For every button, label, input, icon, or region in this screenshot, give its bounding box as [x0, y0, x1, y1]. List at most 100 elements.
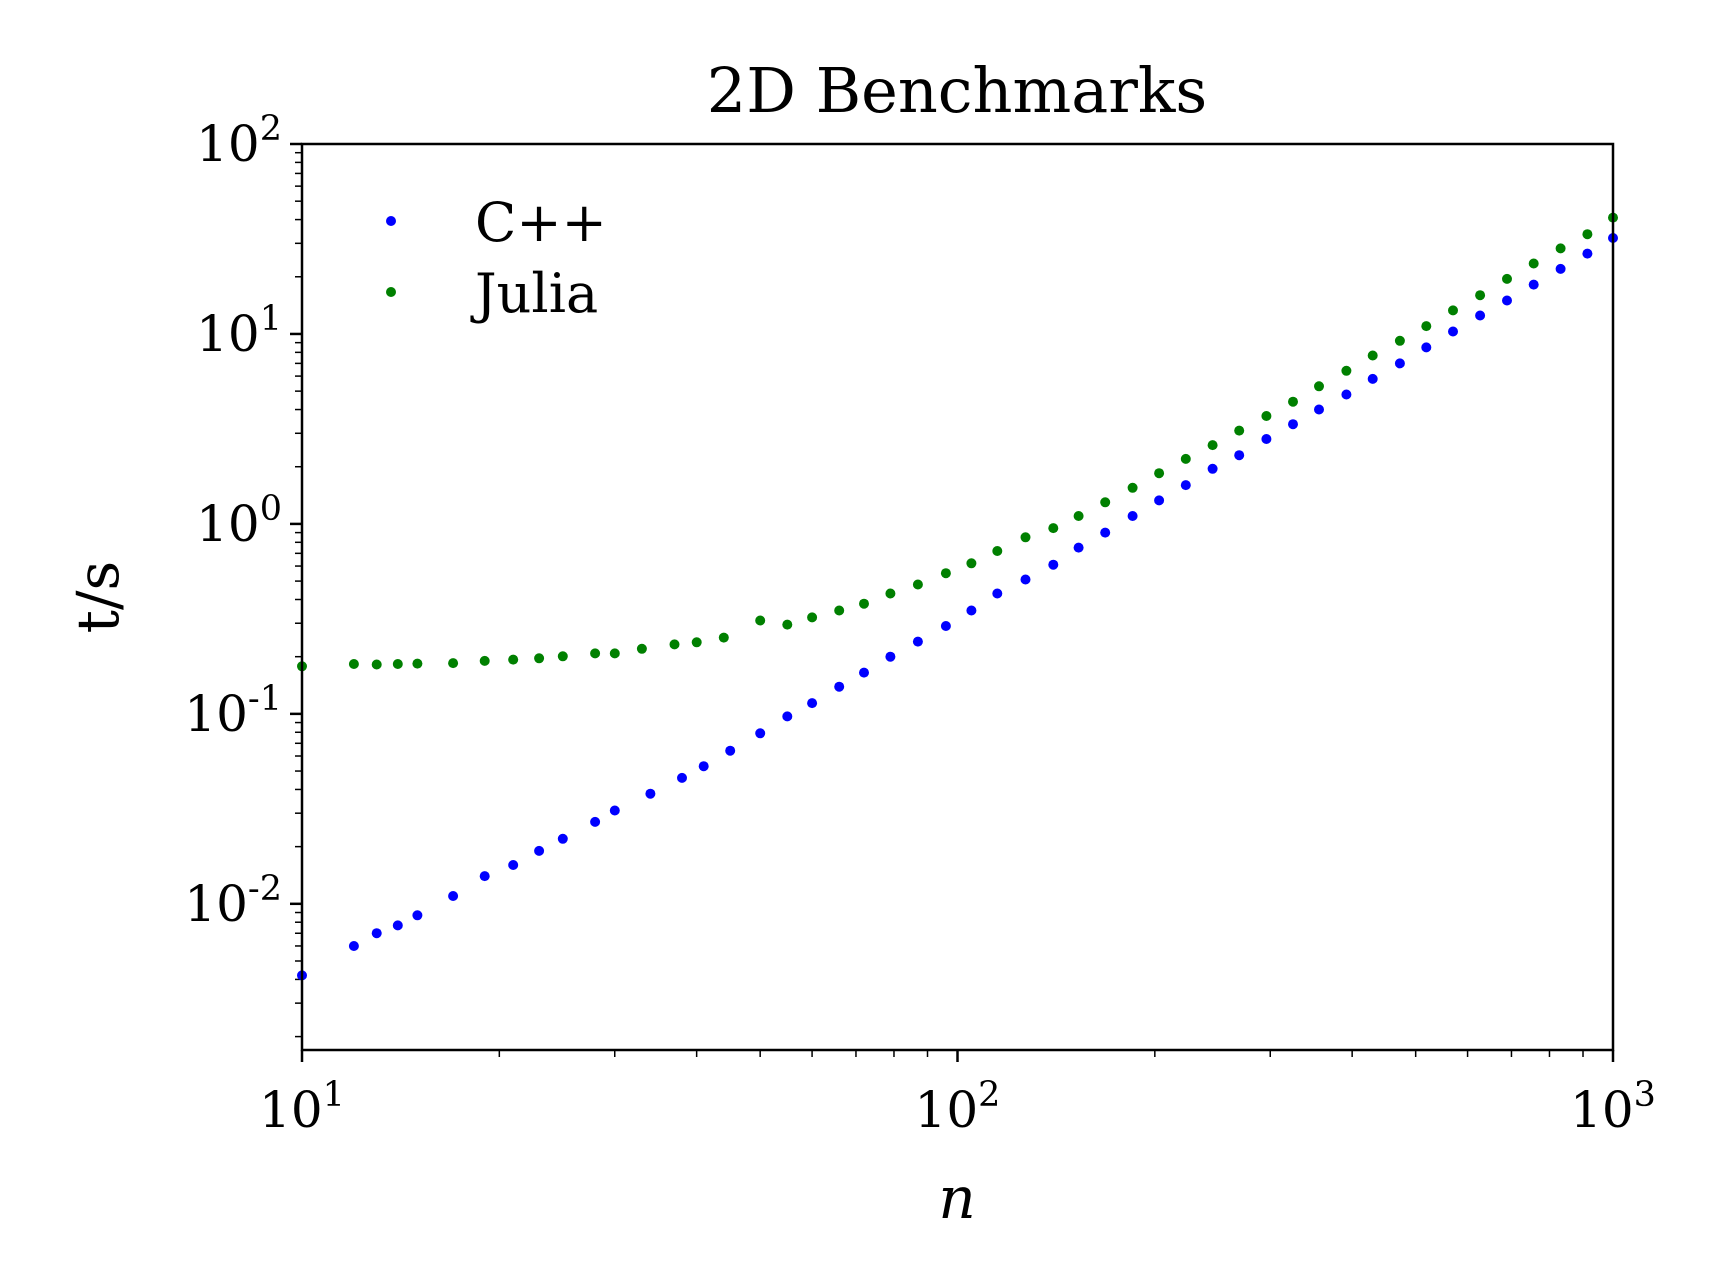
data-point-cpp	[348, 941, 359, 951]
x-tick-label: 101	[259, 1075, 345, 1139]
data-point-julia	[1582, 229, 1593, 240]
data-point-cpp	[807, 698, 818, 709]
data-point-cpp	[1261, 434, 1272, 444]
data-point-julia	[1314, 381, 1324, 392]
data-point-cpp	[1394, 358, 1405, 369]
data-point-julia	[1180, 453, 1191, 464]
data-point-cpp	[590, 816, 601, 827]
data-point-cpp	[1367, 373, 1378, 384]
data-point-julia	[992, 546, 1003, 556]
data-point-julia	[609, 648, 620, 659]
y-tick-label: 10-1	[184, 679, 282, 743]
data-point-cpp	[1180, 480, 1191, 491]
data-point-cpp	[609, 805, 620, 816]
data-point-julia	[1528, 258, 1539, 269]
data-point-julia	[834, 605, 845, 616]
data-point-cpp	[1100, 527, 1111, 538]
data-point-julia	[479, 655, 490, 666]
data-point-cpp	[1582, 248, 1593, 259]
data-point-cpp	[885, 651, 896, 662]
legend-marker-julia	[386, 287, 396, 297]
data-point-cpp	[1555, 263, 1566, 274]
data-point-cpp	[1073, 542, 1084, 553]
data-point-julia	[691, 637, 702, 648]
data-point-cpp	[1234, 450, 1245, 461]
data-point-cpp	[755, 728, 766, 739]
data-point-cpp	[1502, 295, 1512, 306]
data-point-cpp	[1448, 326, 1458, 337]
data-point-cpp	[1207, 463, 1218, 474]
data-point-julia	[966, 558, 977, 569]
data-point-julia	[590, 648, 601, 659]
data-point-cpp	[966, 605, 977, 616]
data-point-cpp	[1154, 495, 1165, 506]
data-point-julia	[1555, 243, 1566, 254]
data-point-cpp	[912, 636, 923, 647]
data-point-julia	[718, 632, 729, 643]
data-point-julia	[1341, 365, 1352, 376]
y-tick-label: 10-2	[184, 869, 282, 933]
data-point-cpp	[1020, 574, 1031, 585]
data-point-cpp	[992, 588, 1003, 599]
legend: C++ Julia	[386, 191, 607, 325]
points-layer	[297, 212, 1618, 981]
data-point-cpp	[479, 871, 490, 882]
data-point-julia	[348, 659, 359, 669]
y-tick-label: 102	[196, 109, 282, 173]
data-point-cpp	[392, 920, 403, 931]
y-axis-label: t/s	[64, 561, 132, 634]
data-point-cpp	[1048, 559, 1059, 570]
data-point-julia	[412, 658, 423, 669]
data-point-julia	[1394, 335, 1405, 346]
data-point-cpp	[448, 891, 459, 901]
data-point-julia	[1288, 396, 1298, 407]
data-point-cpp	[725, 745, 736, 756]
data-point-cpp	[1421, 342, 1432, 353]
data-point-julia	[885, 588, 896, 599]
data-point-cpp	[1475, 310, 1486, 321]
data-point-julia	[1127, 482, 1138, 493]
x-tick-label: 102	[915, 1075, 1001, 1139]
data-point-julia	[912, 579, 923, 590]
data-point-cpp	[859, 667, 869, 678]
data-point-cpp	[1314, 404, 1324, 415]
data-point-cpp	[412, 910, 423, 921]
data-point-julia	[1448, 305, 1458, 316]
data-point-julia	[859, 598, 869, 609]
data-point-cpp	[1288, 419, 1298, 430]
data-point-julia	[755, 615, 766, 626]
ticks-layer: 101 102 103 10-2 10-1 100 101 102	[184, 109, 1656, 1139]
data-point-julia	[636, 643, 647, 654]
data-point-julia	[940, 568, 951, 579]
data-point-julia	[1020, 532, 1031, 543]
data-point-cpp	[834, 681, 845, 692]
data-point-julia	[534, 653, 545, 664]
data-point-julia	[557, 651, 568, 662]
data-point-julia	[1154, 468, 1165, 479]
data-point-cpp	[940, 621, 951, 631]
data-point-julia	[508, 654, 519, 665]
data-point-julia	[1475, 290, 1486, 301]
y-tick-label: 100	[196, 489, 282, 553]
data-point-julia	[1234, 425, 1245, 436]
legend-marker-cpp	[386, 216, 396, 226]
data-point-cpp	[557, 833, 568, 844]
data-point-cpp	[677, 772, 687, 783]
data-point-julia	[782, 619, 793, 630]
data-point-julia	[1367, 350, 1378, 361]
data-point-cpp	[1127, 511, 1138, 521]
chart-title: 2D Benchmarks	[707, 54, 1207, 127]
data-point-julia	[1261, 411, 1272, 421]
data-point-julia	[1100, 497, 1111, 508]
data-point-julia	[1502, 273, 1512, 284]
data-point-julia	[669, 639, 680, 650]
data-point-julia	[371, 659, 382, 670]
data-point-cpp	[371, 928, 382, 939]
y-tick-label: 101	[196, 299, 282, 363]
data-point-cpp	[698, 761, 709, 772]
data-point-cpp	[1341, 389, 1352, 400]
plot-frame	[300, 142, 1615, 1052]
data-point-julia	[1421, 321, 1432, 332]
